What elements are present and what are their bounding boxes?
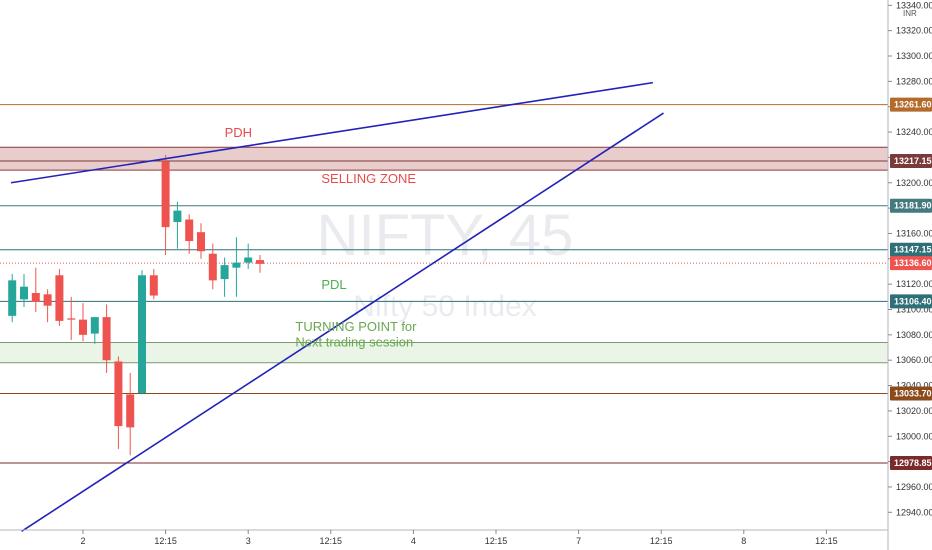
price-tick-label-3: 13000.00 — [896, 431, 932, 441]
candle-body-16 — [197, 232, 205, 252]
annotation-4: Next trading session — [295, 334, 413, 349]
candle-body-21 — [256, 260, 264, 264]
price-badge-label-1: 13217.15 — [894, 156, 932, 166]
price-badge-3 — [890, 242, 932, 257]
candle-body-4 — [55, 275, 64, 321]
watermark: NIFTY, 45 Nifty 50 Index — [317, 203, 574, 323]
price-badge-2 — [890, 198, 932, 213]
candle-body-2 — [31, 293, 40, 302]
levels-layer — [0, 104, 888, 464]
candle-body-8 — [102, 317, 111, 361]
zone-1 — [0, 342, 888, 363]
candle-body-10 — [126, 394, 135, 428]
price-badge-6 — [890, 386, 932, 401]
candle-body-19 — [232, 262, 241, 268]
candles-layer — [8, 154, 264, 456]
price-tick-label-8: 13100.00 — [896, 305, 932, 315]
price-badge-label-3: 13147.15 — [894, 245, 932, 255]
price-tick-label-13: 13200.00 — [896, 178, 932, 188]
candle-body-18 — [220, 265, 229, 280]
candle-body-13 — [161, 161, 170, 228]
trendline-1 — [21, 112, 664, 532]
candle-body-15 — [185, 219, 194, 242]
annotation-2: PDL — [321, 277, 346, 292]
price-badges: 13261.60 13217.15 13181.90 13147.15 13136.60… — [890, 97, 932, 471]
time-tick-label-3: 12:15 — [320, 536, 343, 546]
time-axis[interactable]: 2 12:15 3 12:15 4 12:15 7 12:15 8 12:15 — [0, 529, 888, 546]
price-tick-label-15: 13240.00 — [896, 127, 932, 137]
price-tick-label-7: 13080.00 — [896, 330, 932, 340]
price-badge-label-2: 13181.90 — [894, 201, 932, 211]
price-badge-label-6: 13033.70 — [894, 389, 932, 399]
price-badge-label-4: 13136.60 — [894, 258, 932, 268]
candle-body-3 — [43, 294, 52, 306]
trendline-0 — [10, 81, 654, 184]
candle-body-5 — [67, 318, 76, 320]
zones-layer — [0, 146, 888, 364]
price-tick-label-6: 13060.00 — [896, 355, 932, 365]
trendlines-layer — [10, 81, 664, 532]
watermark-description: Nifty 50 Index — [353, 290, 536, 323]
time-tick-label-2: 3 — [246, 536, 251, 546]
candle-body-17 — [208, 253, 217, 281]
time-tick-label-1: 12:15 — [154, 536, 177, 546]
time-tick-label-7: 12:15 — [650, 536, 673, 546]
candle-body-11 — [138, 275, 146, 394]
annotation-3: TURNING POINT for — [295, 319, 417, 334]
zone-0 — [0, 147, 888, 171]
price-tick-label-0: 12940.00 — [896, 507, 932, 517]
price-tick-label-18: 13300.00 — [896, 51, 932, 61]
time-tick-label-4: 4 — [411, 536, 416, 546]
time-tick-label-5: 12:15 — [485, 536, 508, 546]
price-tick-label-20: 13340.00 — [896, 0, 932, 10]
price-tick-label-19: 13320.00 — [896, 26, 932, 36]
time-tick-label-9: 12:15 — [815, 536, 838, 546]
price-badge-label-5: 13106.40 — [894, 296, 932, 306]
price-tick-label-17: 13280.00 — [896, 76, 932, 86]
price-badge-5 — [890, 294, 932, 309]
candle-body-14 — [173, 210, 182, 223]
annotation-0: PDH — [225, 125, 252, 140]
candle-body-6 — [79, 319, 87, 335]
annotations-layer: PDH SELLING ZONE PDL TURNING POINT forNext … — [225, 125, 418, 349]
time-tick-label-8: 8 — [741, 536, 746, 546]
price-badge-7 — [890, 456, 932, 471]
price-tick-label-11: 13160.00 — [896, 228, 932, 238]
candle-body-20 — [244, 257, 253, 263]
annotation-1: SELLING ZONE — [321, 171, 416, 186]
price-badge-1 — [890, 154, 932, 169]
candle-body-9 — [114, 361, 123, 427]
time-tick-label-6: 7 — [576, 536, 581, 546]
price-tick-label-1: 12960.00 — [896, 482, 932, 492]
watermark-symbol: NIFTY, 45 — [317, 203, 574, 268]
price-badge-0 — [890, 97, 932, 112]
price-badge-4 — [890, 256, 932, 271]
price-tick-label-5: 13040.00 — [896, 381, 932, 391]
price-tick-label-9: 13120.00 — [896, 279, 932, 289]
price-badge-label-7: 12978.85 — [894, 458, 932, 468]
price-tick-label-4: 13020.00 — [896, 406, 932, 416]
price-badge-label-0: 13261.60 — [894, 100, 932, 110]
candle-body-7 — [90, 317, 99, 334]
candle-body-12 — [149, 275, 158, 296]
time-tick-label-0: 2 — [80, 536, 85, 546]
currency-label: INR — [903, 9, 917, 18]
candle-body-1 — [20, 286, 28, 300]
candle-body-0 — [8, 280, 17, 316]
